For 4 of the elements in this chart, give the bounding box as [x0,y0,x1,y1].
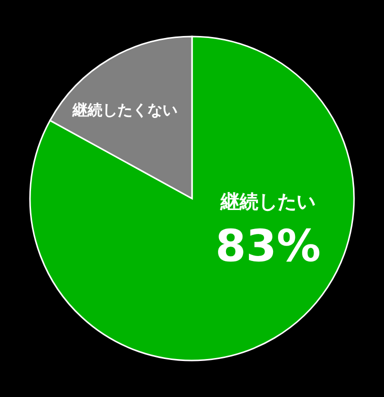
slice-label: 継続したくない [72,101,178,119]
pie-slice [29,36,355,362]
data-label: 83% [215,221,321,272]
slice-label: 継続したい [220,191,316,213]
